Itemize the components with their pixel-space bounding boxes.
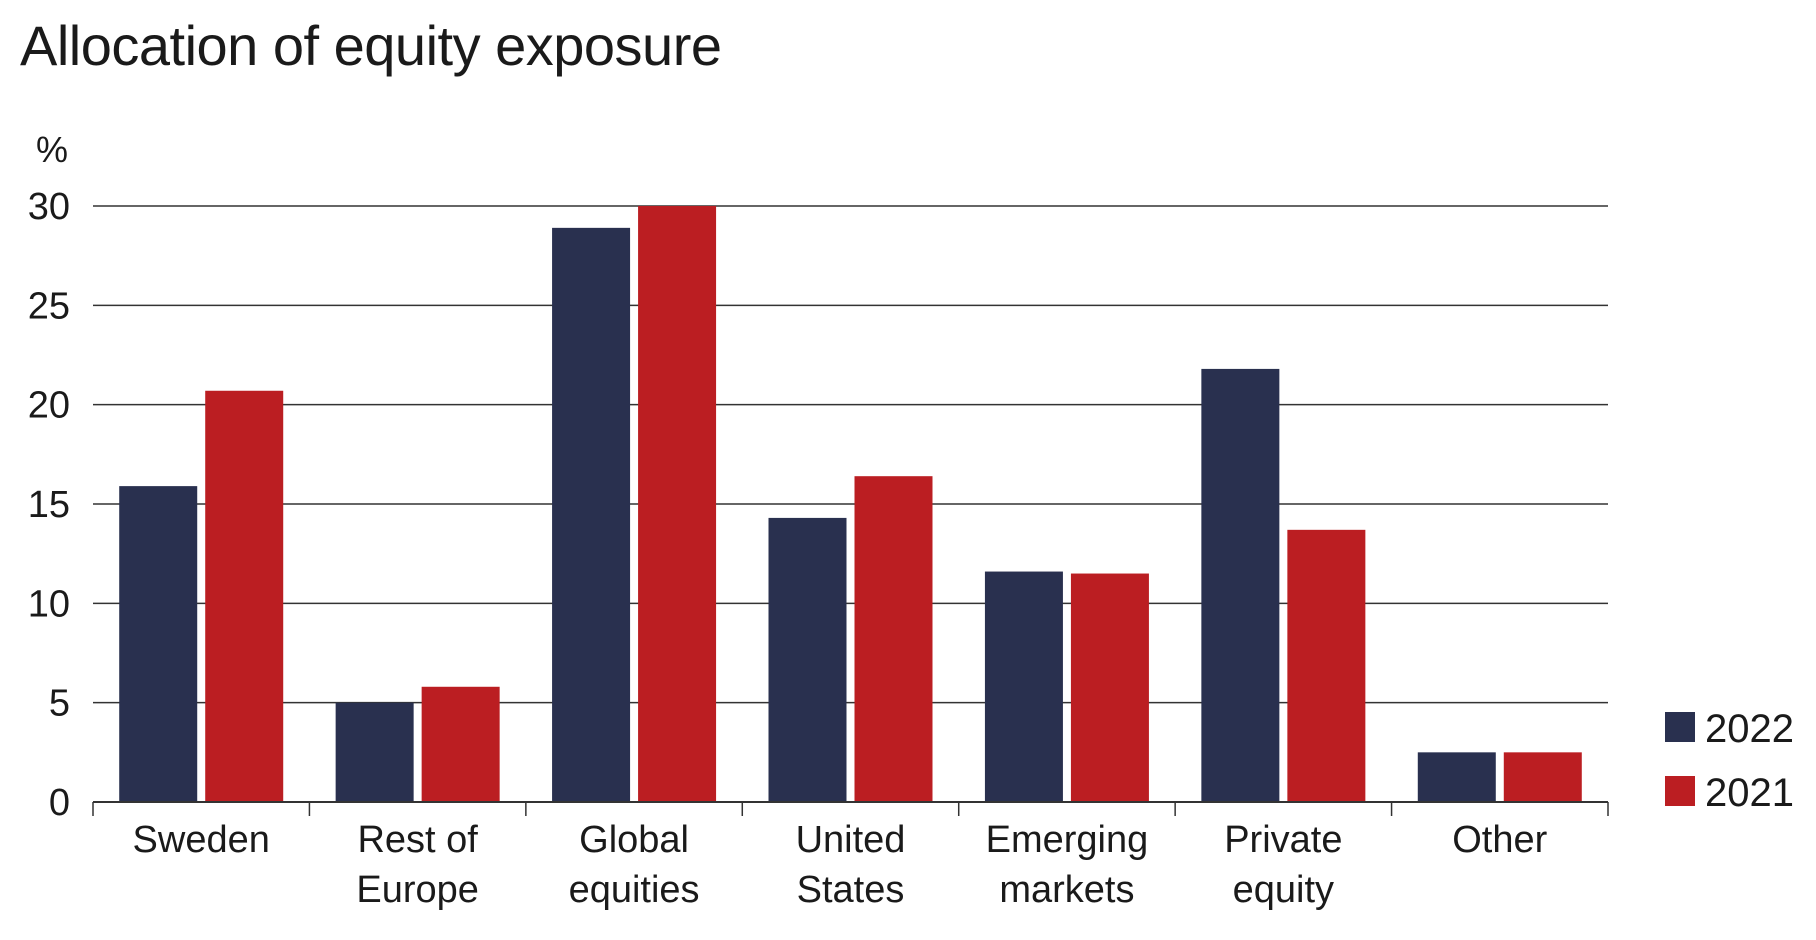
- legend-label-2022: 2022: [1705, 707, 1794, 751]
- bar-2022: [768, 517, 847, 802]
- y-tick-label: 30: [28, 186, 70, 228]
- x-category-label-line: States: [797, 869, 905, 911]
- x-category-label-line: Sweden: [133, 819, 270, 861]
- bar-2021: [1503, 752, 1582, 802]
- bar-2021: [205, 390, 284, 802]
- x-category-label-line: Rest of: [357, 819, 478, 861]
- legend: 2022 2021: [1665, 707, 1794, 815]
- x-category-label: Sweden: [133, 819, 270, 861]
- x-category-label-line: Europe: [356, 869, 479, 911]
- gridlines: [93, 205, 1608, 704]
- x-category-label-line: Private: [1224, 819, 1342, 861]
- bar-2022: [119, 486, 198, 802]
- x-category-label: Emerging markets: [986, 819, 1149, 911]
- bar-2021: [1070, 573, 1149, 802]
- bar-2021: [421, 686, 500, 802]
- x-category-label-line: Emerging: [986, 819, 1149, 861]
- x-category-label-line: equities: [569, 869, 700, 911]
- y-tick-label: 0: [49, 782, 70, 824]
- x-axis-labels: Sweden Rest of Europe Global equities United S…: [133, 819, 1548, 911]
- bar-2022: [1417, 752, 1496, 802]
- y-tick-label: 20: [28, 385, 70, 427]
- y-axis-ticks: 0 5 10 15 20 25 30: [28, 186, 70, 824]
- y-tick-label: 15: [28, 484, 70, 526]
- x-category-label-line: Global: [579, 819, 689, 861]
- x-category-label-line: markets: [999, 869, 1134, 911]
- x-category-label: Other: [1452, 819, 1547, 861]
- chart-title: Allocation of equity exposure: [20, 14, 722, 77]
- legend-swatch-2021: [1665, 776, 1695, 806]
- y-tick-label: 10: [28, 583, 70, 625]
- legend-swatch-2022: [1665, 712, 1695, 742]
- x-category-label: Global equities: [569, 819, 700, 911]
- bar-2021: [1287, 529, 1366, 802]
- bar-2022: [984, 571, 1063, 802]
- y-tick-label: 25: [28, 285, 70, 327]
- bar-2022: [335, 702, 414, 802]
- x-category-label: Rest of Europe: [356, 819, 479, 911]
- x-axis: [92, 801, 1609, 816]
- bar-2021: [638, 206, 717, 802]
- x-category-label: United States: [796, 819, 906, 911]
- bar-2022: [1201, 368, 1280, 802]
- legend-label-2021: 2021: [1705, 771, 1794, 815]
- y-tick-label: 5: [49, 683, 70, 725]
- x-category-label-line: equity: [1233, 869, 1334, 911]
- x-category-label: Private equity: [1224, 819, 1342, 911]
- bar-2022: [552, 227, 631, 802]
- bar-2021: [854, 476, 933, 802]
- y-axis-unit-label: %: [36, 129, 68, 170]
- bars: [119, 206, 1582, 802]
- x-category-label-line: United: [796, 819, 906, 861]
- x-category-label-line: Other: [1452, 819, 1547, 861]
